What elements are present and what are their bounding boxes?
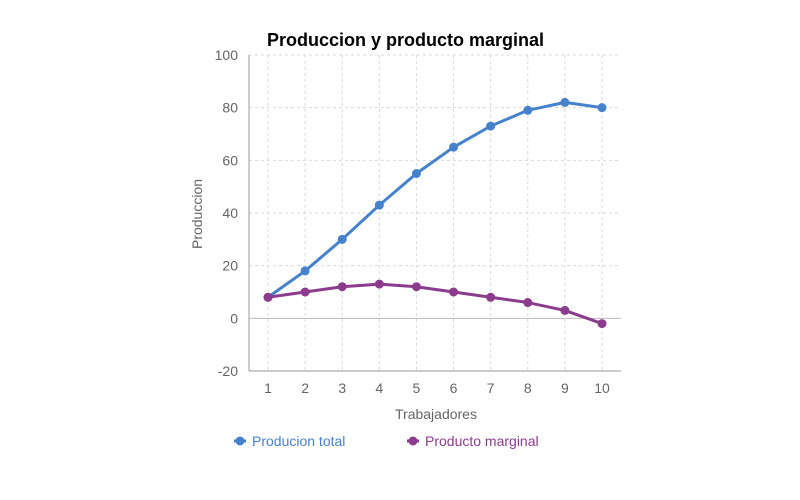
axes: [248, 55, 621, 372]
x-tick-label-5: 6: [450, 380, 458, 396]
series-1-point-3: [374, 279, 384, 289]
chart-title: Produccion y producto marginal: [267, 30, 544, 50]
tick-labels: -20 0 20 40 60 80 100 1 2 3 4 5 6 7 8 9 10: [215, 47, 610, 396]
x-tick-label-4: 5: [413, 380, 421, 396]
legend-item-1: Producto marginal: [407, 433, 539, 449]
y-axis-label: Produccion: [189, 179, 205, 249]
x-tick-label-1: 2: [301, 380, 309, 396]
series-1-point-8: [560, 305, 570, 315]
series-0-point-1: [300, 266, 310, 276]
series-0-point-7: [523, 105, 533, 115]
series-1-point-7: [523, 298, 533, 308]
x-axis-label: Trabajadores: [395, 406, 477, 422]
x-tick-label-0: 1: [264, 380, 272, 396]
y-tick-label-3: 40: [222, 205, 238, 221]
legend-swatch-dot-1: [408, 436, 418, 446]
series-line-0: [267, 100, 603, 299]
series-1-point-5: [449, 287, 459, 297]
x-tick-label-8: 9: [561, 380, 569, 396]
x-tick-label-6: 7: [487, 380, 495, 396]
y-tick-label-4: 60: [222, 152, 238, 168]
series-0-point-2: [337, 234, 347, 244]
grid: [249, 54, 621, 372]
legend: Producion total Producto marginal: [234, 433, 539, 449]
series-line-1: [267, 282, 603, 326]
y-tick-label-2: 20: [222, 258, 238, 274]
y-tick-label-0: -20: [218, 363, 238, 379]
series-0-point-3: [374, 200, 384, 210]
x-tick-label-3: 4: [375, 380, 383, 396]
series-1-point-6: [486, 292, 496, 302]
series-0-point-6: [486, 121, 496, 131]
y-tick-label-5: 80: [222, 100, 238, 116]
series-0-point-5: [449, 142, 459, 152]
x-tick-label-9: 10: [594, 380, 610, 396]
x-tick-label-7: 8: [524, 380, 532, 396]
series-0-point-8: [560, 97, 570, 107]
series-1-point-1: [300, 287, 310, 297]
series-1-point-0: [263, 292, 273, 302]
y-tick-label-1: 0: [230, 310, 238, 326]
series-1-point-4: [411, 282, 421, 292]
legend-swatch-dot-0: [235, 436, 245, 446]
legend-label-0: Producion total: [252, 433, 345, 449]
legend-item-0: Producion total: [234, 433, 345, 449]
series-1-point-2: [337, 282, 347, 292]
series-1-point-9: [597, 319, 607, 329]
y-tick-label-6: 100: [215, 47, 239, 63]
series-group: [263, 97, 607, 329]
series-0-point-9: [597, 103, 607, 113]
series-0-point-4: [411, 169, 421, 178]
x-tick-label-2: 3: [338, 380, 346, 396]
legend-label-1: Producto marginal: [425, 433, 539, 449]
